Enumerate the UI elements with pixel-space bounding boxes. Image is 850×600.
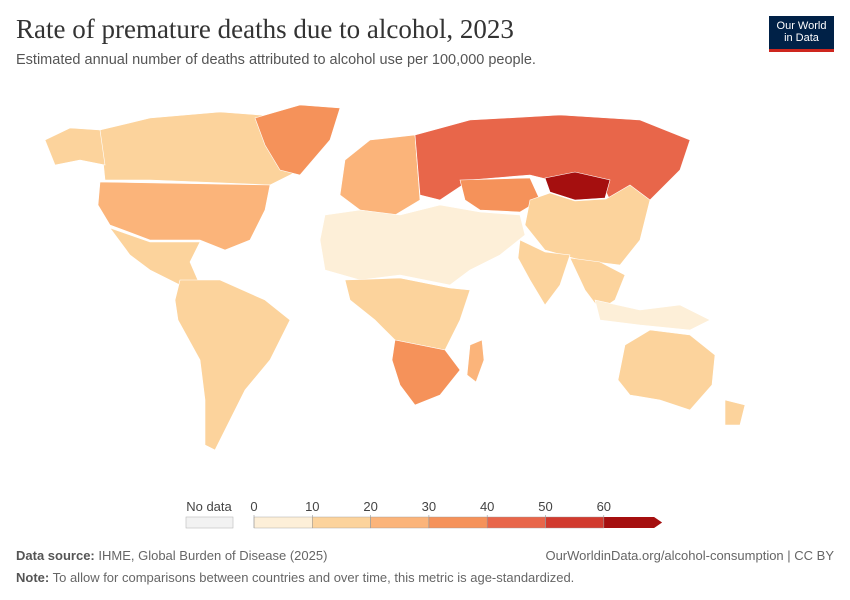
legend-tick-label: 50 bbox=[538, 499, 552, 514]
legend-swatch bbox=[603, 517, 663, 528]
legend-tick-label: 30 bbox=[422, 499, 436, 514]
country bbox=[569, 257, 626, 311]
no-data-label: No data bbox=[186, 499, 232, 514]
legend-swatch bbox=[428, 516, 488, 529]
legend-tick-label: 60 bbox=[597, 499, 611, 514]
source-text: IHME, Global Burden of Disease (2025) bbox=[98, 548, 328, 563]
url[interactable]: OurWorldinData.org/alcohol-consumption |… bbox=[545, 548, 834, 563]
country bbox=[544, 171, 611, 201]
note-label: Note: bbox=[16, 570, 50, 585]
no-data-swatch bbox=[185, 516, 234, 529]
country bbox=[524, 184, 651, 266]
legend-swatch bbox=[487, 516, 546, 529]
country bbox=[344, 277, 471, 351]
legend-tick-label: 10 bbox=[305, 499, 319, 514]
country bbox=[466, 339, 485, 383]
title: Rate of premature deaths due to alcohol,… bbox=[16, 14, 514, 44]
note: Note: To allow for comparisons between c… bbox=[16, 570, 574, 585]
country bbox=[339, 134, 421, 216]
country bbox=[517, 239, 571, 306]
map: No data 0 10 20 30 40 50 60 bbox=[44, 104, 746, 529]
country bbox=[617, 329, 716, 411]
country bbox=[97, 181, 271, 251]
legend-swatch bbox=[253, 516, 313, 529]
country bbox=[319, 204, 526, 286]
legend-swatch bbox=[370, 516, 430, 529]
legend-swatch bbox=[545, 516, 604, 529]
country bbox=[724, 399, 746, 426]
source: Data source: IHME, Global Burden of Dise… bbox=[16, 548, 327, 563]
legend-tick-label: 0 bbox=[250, 499, 257, 514]
country bbox=[594, 299, 711, 331]
country bbox=[44, 127, 106, 166]
country bbox=[254, 104, 341, 176]
subtitle: Estimated annual number of deaths attrib… bbox=[16, 52, 536, 68]
legend-swatch bbox=[312, 516, 371, 529]
country bbox=[459, 177, 541, 213]
logo[interactable]: Our World in Data bbox=[769, 16, 834, 52]
logo-line: in Data bbox=[784, 32, 819, 44]
logo-line: Our World bbox=[776, 20, 827, 32]
source-label: Data source: bbox=[16, 548, 95, 563]
legend-tick-label: 20 bbox=[363, 499, 377, 514]
country bbox=[391, 339, 461, 406]
country bbox=[174, 279, 291, 451]
note-text: To allow for comparisons between countri… bbox=[52, 570, 575, 585]
legend-tick-label: 40 bbox=[480, 499, 494, 514]
